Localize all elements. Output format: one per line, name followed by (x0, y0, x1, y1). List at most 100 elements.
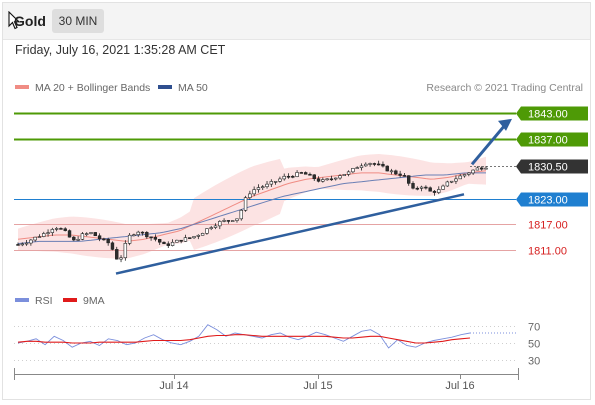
candle-body (458, 175, 462, 180)
candles-group (16, 160, 488, 263)
legend-ma20: MA 20 + Bollinger Bands (15, 82, 150, 94)
candle-body (424, 186, 428, 189)
legend-9ma-label: 9MA (83, 295, 105, 307)
candle-body (389, 170, 394, 173)
candle-body (209, 227, 213, 229)
rsi-tick-label-2: 30 (528, 356, 540, 368)
candle-body (33, 236, 37, 241)
candle-body (261, 186, 265, 189)
candle-body (471, 169, 475, 174)
candle-body (149, 236, 153, 239)
candle-body (308, 173, 312, 176)
target-label-0-bg (516, 106, 588, 121)
candle-body (123, 243, 128, 259)
candle-body (37, 236, 42, 238)
pointer-cursor-icon (8, 11, 21, 30)
candle-body (183, 237, 188, 242)
candle-body (321, 179, 325, 182)
candle-body (303, 172, 308, 175)
candle-body (368, 163, 372, 165)
candle-body (334, 177, 338, 180)
candle-body (445, 181, 450, 187)
candle-body (102, 238, 106, 241)
candle-body (381, 163, 385, 167)
rsi-series-rsi (17, 324, 471, 349)
candle-body (385, 165, 389, 172)
candle-body (127, 234, 132, 244)
support-trendline (115, 193, 465, 275)
candle-body (140, 231, 145, 234)
candle-body (291, 176, 295, 178)
last-price-label-bg (516, 159, 588, 174)
candle-body (325, 178, 329, 181)
candle-body (46, 232, 50, 234)
legend-ma50-label: MA 50 (178, 82, 208, 94)
timeframe-button[interactable]: 30 MIN (52, 9, 104, 33)
ma9-swatch (63, 298, 77, 303)
candle-body (119, 257, 123, 260)
timestamp: Friday, July 16, 2021 1:35:28 AM CET (15, 43, 226, 57)
candle-body (170, 241, 175, 246)
candle-body (213, 225, 218, 228)
candle-body (462, 174, 467, 177)
candle-body (59, 228, 63, 230)
candle-body (166, 243, 170, 246)
candle-body (106, 238, 110, 244)
candle-body (218, 221, 222, 227)
x-tick-label-1: Jul 15 (303, 380, 332, 392)
candle-body (72, 236, 76, 241)
copyright-note: Research © 2021 Trading Central (426, 82, 583, 94)
candle-body (454, 178, 458, 182)
candle-body (338, 175, 342, 179)
legend-9ma: 9MA (63, 295, 105, 307)
candle-body (484, 167, 488, 170)
candle-body (93, 232, 97, 237)
candle-body (226, 220, 231, 222)
level-label-4: 1817.00 (528, 220, 568, 232)
candle-body (115, 249, 119, 260)
candle-body (359, 165, 364, 168)
candle-body (252, 189, 256, 195)
pivot-label-bg (516, 192, 588, 207)
candle-body (256, 187, 261, 190)
candle-body (188, 237, 192, 239)
candle-body (76, 239, 80, 241)
candle-body (54, 228, 59, 230)
candle-body (192, 236, 196, 239)
candle-body (372, 163, 377, 165)
target-label-0: 1843.00 (528, 109, 568, 121)
ma50-swatch (158, 85, 172, 90)
candle-body (398, 173, 402, 176)
candle-body (153, 237, 158, 240)
candle-body (402, 175, 407, 177)
candle-body (42, 233, 46, 237)
candle-body (407, 175, 411, 184)
level-label-5: 1811.00 (528, 246, 567, 258)
candle-body (50, 229, 55, 233)
candle-body (299, 172, 304, 174)
candle-body (269, 181, 274, 185)
candle-body (20, 243, 24, 246)
ma20-swatch (15, 85, 29, 90)
candle-body (196, 234, 201, 237)
rsi-swatch (15, 298, 29, 303)
candle-body (441, 185, 445, 190)
candle-body (265, 183, 269, 188)
candle-body (437, 189, 441, 193)
candle-body (145, 232, 149, 238)
candle-body (273, 181, 278, 183)
candle-body (200, 233, 205, 236)
candle-body (419, 186, 424, 189)
candle-body (162, 241, 166, 245)
candle-body (355, 167, 359, 169)
candle-body (351, 168, 355, 173)
candle-body (411, 183, 415, 189)
candle-body (394, 170, 398, 175)
candle-body (16, 244, 20, 246)
candle-body (286, 175, 291, 178)
chart-frame (2, 2, 591, 400)
candle-body (157, 239, 162, 243)
candle-body (480, 167, 484, 170)
candle-body (278, 178, 282, 182)
